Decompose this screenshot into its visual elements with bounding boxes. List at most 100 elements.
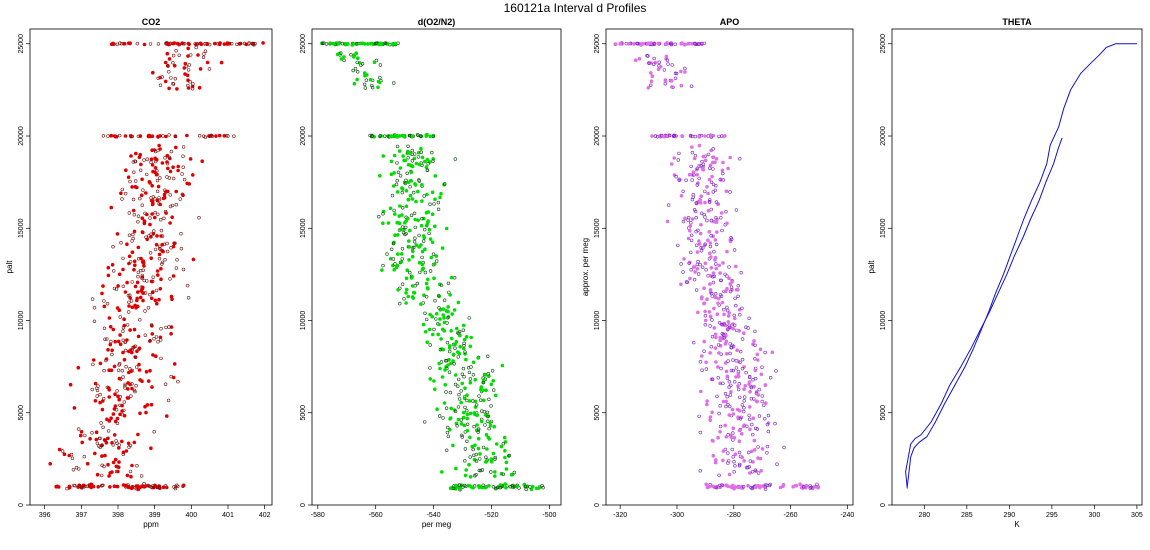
data-point [656, 67, 661, 71]
data-point [707, 166, 712, 170]
data-point [126, 387, 130, 391]
data-point [463, 459, 467, 463]
data-point [473, 443, 477, 448]
data-point [225, 41, 230, 46]
data-point [374, 58, 379, 63]
data-point [699, 223, 703, 227]
data-point [133, 303, 137, 308]
data-point [153, 166, 158, 170]
data-point [404, 189, 409, 193]
x-tick-label: -280 [727, 512, 741, 519]
data-point [403, 181, 408, 186]
data-point [136, 270, 141, 275]
data-point [156, 340, 160, 344]
data-point [402, 297, 406, 301]
data-point [736, 371, 741, 376]
data-point [481, 398, 486, 403]
data-point [102, 299, 106, 303]
data-point [472, 424, 476, 429]
data-point [191, 82, 195, 86]
data-point [404, 219, 409, 223]
x-tick-label: 401 [222, 512, 234, 519]
data-point [136, 290, 140, 294]
data-point [174, 203, 179, 207]
data-point [734, 303, 738, 308]
data-point [151, 275, 155, 279]
data-point [109, 416, 113, 421]
data-point [401, 133, 405, 138]
data-point [459, 418, 464, 422]
data-point [689, 221, 693, 225]
data-point [165, 414, 169, 418]
data-point [710, 318, 714, 322]
data-point [396, 287, 400, 292]
data-point [163, 382, 168, 386]
data-point [648, 83, 653, 87]
data-point [449, 275, 454, 280]
data-point [82, 454, 87, 459]
data-point [226, 134, 230, 138]
data-point [690, 134, 695, 139]
data-point [712, 306, 716, 311]
data-point [127, 233, 132, 237]
data-point [139, 162, 143, 167]
data-point [403, 232, 407, 237]
data-point [465, 428, 470, 433]
data-point [383, 41, 388, 45]
data-point [95, 472, 100, 477]
data-point [757, 387, 761, 392]
data-point [437, 294, 441, 298]
data-point [445, 340, 450, 345]
data-point [133, 159, 138, 164]
data-point [404, 178, 408, 183]
data-point [117, 397, 121, 402]
data-point [760, 365, 764, 369]
data-point [158, 335, 163, 340]
data-point [669, 42, 673, 47]
data-point [499, 471, 504, 476]
data-point [468, 377, 473, 381]
data-point [115, 306, 120, 310]
data-point [729, 433, 734, 437]
data-point [661, 134, 666, 139]
data-point [430, 240, 435, 245]
data-point [715, 312, 720, 317]
data-point [428, 237, 433, 241]
data-point [717, 263, 722, 268]
data-point [188, 157, 193, 161]
data-point [80, 440, 84, 445]
data-point [162, 216, 166, 221]
data-point [438, 317, 442, 321]
x-tick-label: -560 [369, 512, 383, 519]
data-point [130, 463, 134, 468]
data-point [427, 327, 432, 332]
data-point [695, 173, 700, 177]
data-point [741, 424, 746, 429]
data-point [492, 470, 497, 474]
data-point [164, 134, 168, 139]
data-point [762, 417, 767, 421]
data-point [686, 41, 691, 46]
data-point [137, 368, 142, 372]
data-point [395, 252, 400, 256]
y-tick-label: 25000 [300, 34, 307, 54]
data-point [405, 216, 410, 221]
data-point [150, 212, 154, 216]
data-point [139, 193, 144, 198]
data-point [448, 390, 453, 395]
data-point [627, 42, 631, 46]
data-point [463, 386, 467, 391]
data-point [504, 460, 509, 465]
y-tick-label: 15000 [880, 218, 887, 238]
data-point [696, 272, 701, 276]
data-point [124, 168, 128, 172]
data-point [718, 404, 722, 408]
data-point [205, 60, 210, 65]
data-point [120, 187, 125, 192]
data-point [775, 462, 779, 466]
data-point [488, 423, 493, 428]
data-point [487, 426, 491, 431]
data-point [758, 456, 763, 461]
data-point [485, 410, 490, 414]
data-point [487, 397, 491, 401]
